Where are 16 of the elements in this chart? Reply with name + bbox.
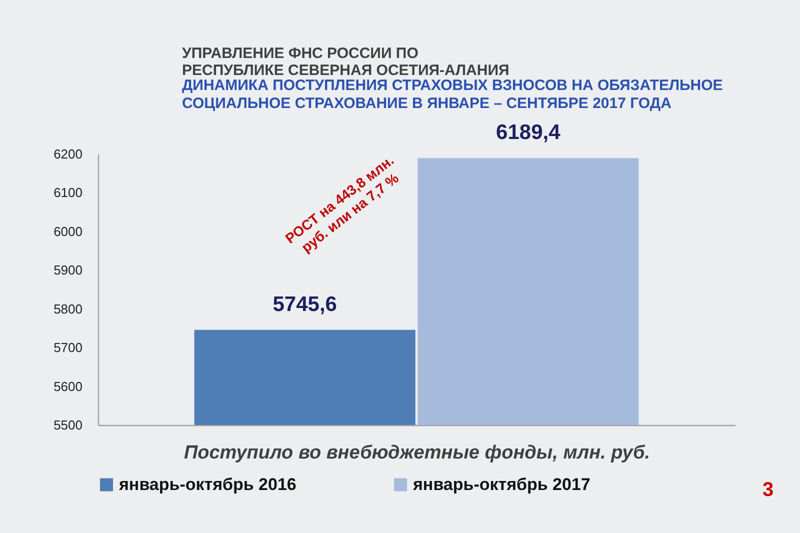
text: 3 xyxy=(762,479,774,501)
x-axis-title: Поступило во внебюджетные фонды, млн. руб. xyxy=(184,442,650,464)
legend-label: январь-октябрь 2017 xyxy=(412,474,590,494)
chart-title: ДИНАМИКА ПОСТУПЛЕНИЯ СТРАХОВЫХ ВЗНОСОВ НА ОБЯЗАТЕЛЬНОЕ СОЦИАЛЬНОЕ СТРАХОВАНИЕ В ЯНВАРЕ – СЕНТЯБРЕ 2017 ГОДА xyxy=(182,77,723,112)
data-label: 6189,4 xyxy=(496,121,561,144)
chart-subtitle: УПРАВЛЕНИЕ ФНС РОССИИ ПО РЕСПУБЛИКЕ СЕВЕРНАЯ ОСЕТИЯ-АЛАНИЯ xyxy=(182,45,510,79)
y-tick-label: 6000 xyxy=(54,224,82,239)
y-tick-label: 5800 xyxy=(54,301,82,316)
legend-label: январь-октябрь 2016 xyxy=(118,474,296,494)
y-tick-label: 5700 xyxy=(54,340,82,356)
y-tick-label: 6100 xyxy=(54,185,82,200)
y-tick-label: 6200 xyxy=(54,146,82,162)
y-tick-label: 5600 xyxy=(54,378,82,394)
y-tick-label: 5900 xyxy=(54,262,82,278)
data-label: 5745,6 xyxy=(272,292,337,316)
y-tick-label: 5500 xyxy=(54,418,82,432)
